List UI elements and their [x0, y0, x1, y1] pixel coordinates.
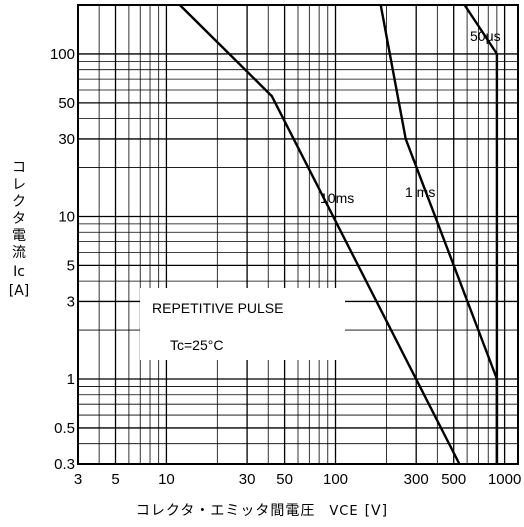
x-tick-label: 30 — [239, 471, 256, 488]
x-tick-label: 50 — [276, 471, 293, 488]
series-label-1ms: 1 ms — [405, 184, 435, 200]
y-tick-label: 5 — [67, 257, 75, 274]
y-tick-label: 3 — [67, 293, 75, 310]
x-tick-label: 100 — [323, 471, 348, 488]
series-line-1ms — [379, 4, 499, 464]
y-axis-unit: [A] — [8, 283, 30, 299]
y-tick-label: 50 — [58, 95, 75, 112]
annotation-box — [140, 288, 345, 360]
x-axis-symbol: VCE — [329, 504, 359, 519]
x-axis-title: コレクタ・エミッタ間電圧 VCE [V] — [0, 500, 524, 520]
y-tick-label: 30 — [58, 131, 75, 148]
x-tick-label: 3 — [74, 471, 82, 488]
y-tick-label: 10 — [58, 208, 75, 225]
y-tick-label: 1 — [67, 371, 75, 388]
x-tick-label: 5 — [111, 471, 119, 488]
x-tick-label: 10 — [158, 471, 175, 488]
y-axis-label: コ レ ク タ 電 流 — [12, 160, 26, 261]
y-tick-label: 0.3 — [54, 456, 75, 473]
x-tick-labels: 3 5 10 30 50 100 300 500 1000 — [74, 471, 521, 488]
x-tick-label: 300 — [404, 471, 429, 488]
series-line-50us — [463, 4, 499, 464]
series-label-10ms: 10ms — [320, 190, 354, 206]
y-tick-label: 100 — [50, 46, 75, 63]
series-line-10ms — [178, 4, 461, 465]
x-tick-label: 500 — [441, 471, 466, 488]
series-layer — [178, 4, 499, 465]
x-axis-label: コレクタ・エミッタ間電圧 — [135, 503, 316, 519]
y-axis-title: コ レ ク タ 電 流 Ic [A] — [2, 160, 36, 300]
plot-frame — [77, 4, 519, 465]
x-tick-label: 1000 — [488, 471, 521, 488]
y-tick-labels: 0.3 0.5 1 3 5 10 30 50 100 — [50, 46, 75, 473]
y-tick-label: 0.5 — [54, 420, 75, 437]
annotation-repetitive-pulse: REPETITIVE PULSE — [152, 300, 283, 316]
y-axis-symbol: Ic — [13, 264, 25, 280]
grid-minor — [78, 4, 518, 464]
x-axis-unit: [V] — [364, 503, 389, 519]
annotation-tc: Tc=25°C — [170, 337, 223, 353]
series-label-50us: 50μs — [470, 28, 501, 44]
